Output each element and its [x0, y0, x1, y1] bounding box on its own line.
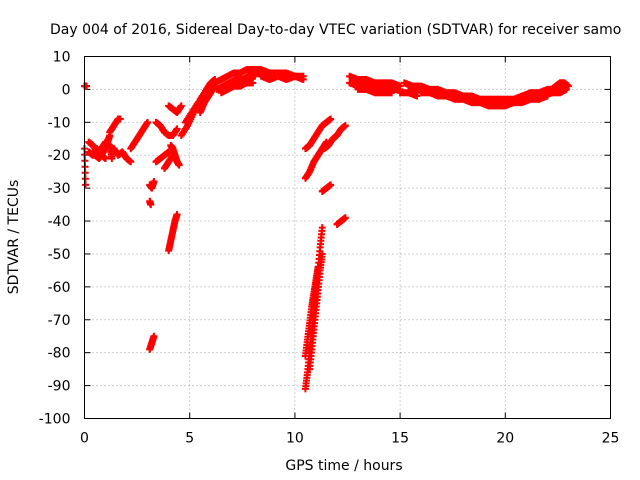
x-tick-label: 0: [80, 431, 89, 447]
grid: [85, 57, 611, 419]
y-tick-label: -30: [48, 181, 71, 197]
x-axis-title: GPS time / hours: [285, 458, 402, 474]
data-point: [82, 181, 89, 188]
series-s01: [81, 83, 90, 90]
y-tick-label: -40: [48, 214, 71, 230]
series-s11: [146, 333, 157, 353]
plot-frame: [85, 57, 611, 419]
x-tick-label: 15: [391, 431, 409, 447]
y-tick-label: 10: [53, 50, 71, 66]
data-point: [82, 175, 89, 182]
y-tick-label: -90: [48, 379, 71, 395]
y-tick-label: -60: [48, 280, 71, 296]
series-s09: [146, 178, 157, 192]
chart-title: Day 004 of 2016, Sidereal Day-to-day VTE…: [50, 22, 621, 38]
y-tick-label: -80: [48, 346, 71, 362]
series-s17: [165, 102, 185, 116]
y-tick-label: -70: [48, 313, 71, 329]
data-point: [82, 163, 89, 170]
y-tick-label: -50: [48, 247, 71, 263]
series-s16: [165, 211, 180, 254]
series-s30: [302, 224, 326, 392]
sdtvar-chart: Day 004 of 2016, Sidereal Day-to-day VTE…: [0, 0, 640, 480]
x-tick-label: 5: [185, 431, 194, 447]
y-axis-title: SDTVAR / TECUs: [6, 180, 22, 295]
axis-ticks: [85, 57, 611, 419]
series-s10: [146, 198, 154, 208]
data-points: [81, 66, 572, 392]
y-tick-label: -10: [48, 115, 71, 131]
x-tick-label: 10: [286, 431, 304, 447]
series-s33: [333, 214, 348, 228]
x-tick-label: 20: [496, 431, 514, 447]
y-tick-label: 0: [62, 82, 71, 98]
series-s12: [153, 119, 181, 139]
series-s08: [127, 119, 151, 152]
y-tick-label: -100: [39, 412, 71, 428]
data-point: [82, 169, 89, 176]
x-tick-label: 25: [602, 431, 620, 447]
y-tick-labels: 10 0 -10 -20 -30 -40 -50 -60 -70 -80 -90 -100: [39, 50, 71, 428]
x-tick-labels: 0 5 10 15 20 25: [80, 431, 619, 447]
series-s06: [106, 116, 124, 136]
y-tick-label: -20: [48, 148, 71, 164]
